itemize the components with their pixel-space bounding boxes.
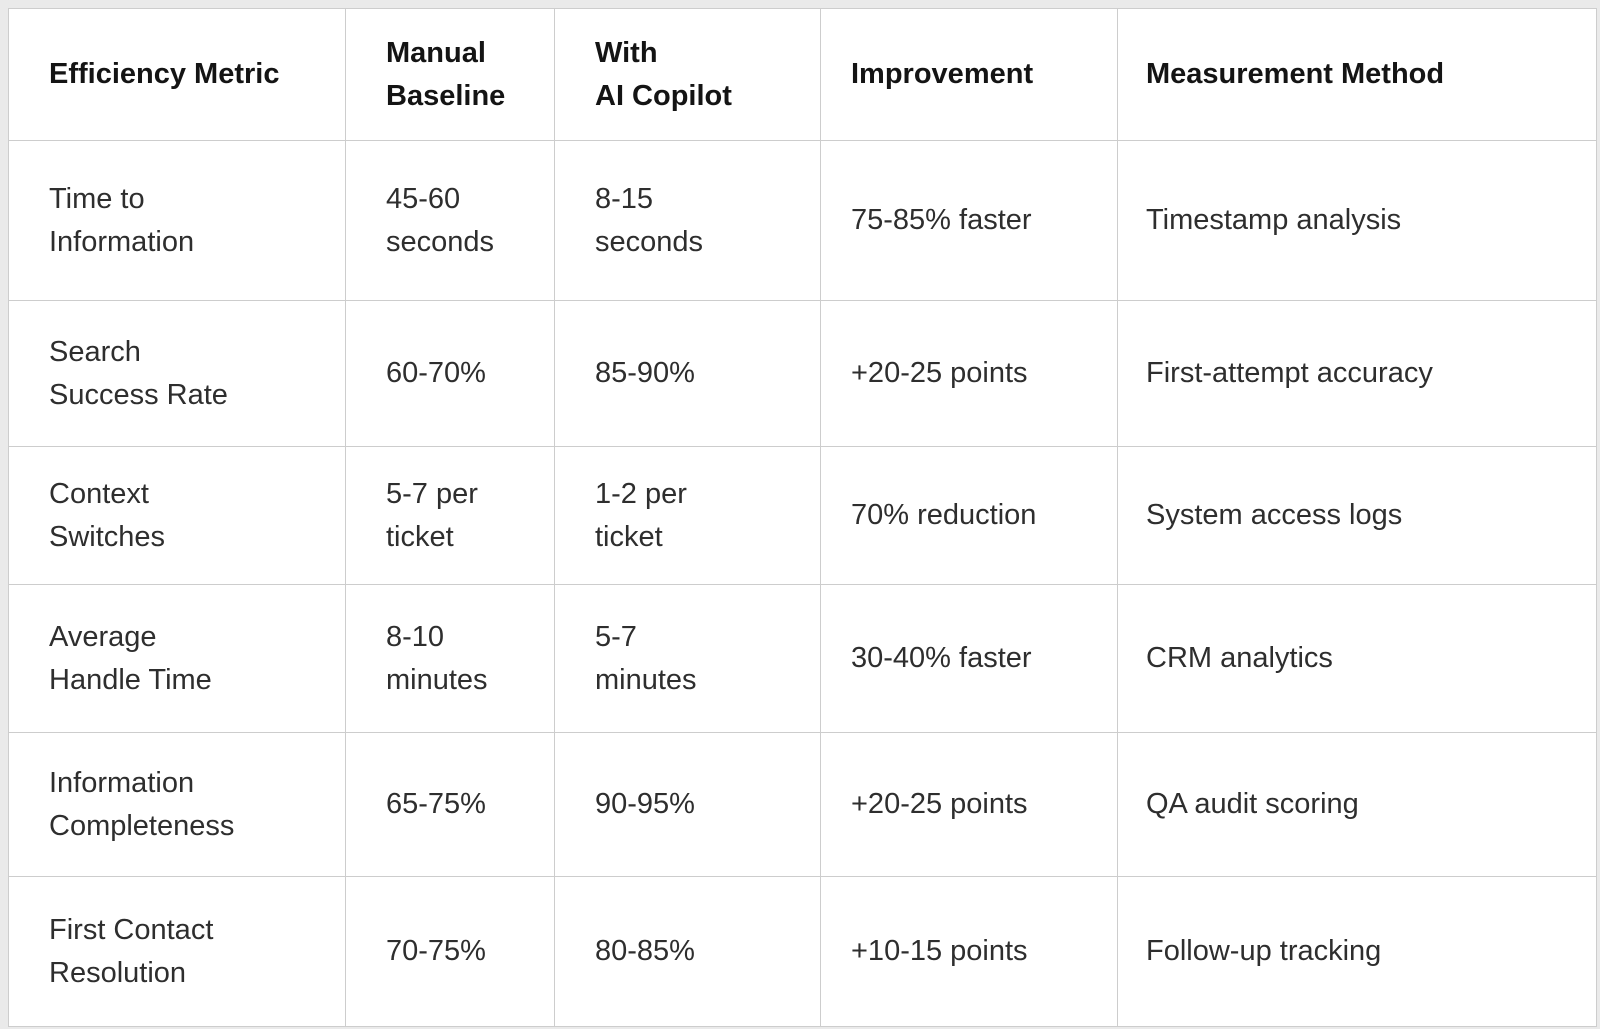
header-manual-baseline: Manual Baseline — [345, 8, 555, 141]
table-row: First Contact Resolution 70-75% 80-85% +… — [8, 876, 1597, 1027]
header-with-ai-copilot: With AI Copilot — [554, 8, 821, 141]
efficiency-metrics-table: Efficiency Metric Manual Baseline With A… — [8, 8, 1597, 1027]
cell-measurement-method: Follow-up tracking — [1117, 876, 1597, 1027]
cell-improvement: 70% reduction — [820, 446, 1118, 585]
cell-improvement: 30-40% faster — [820, 584, 1118, 733]
cell-metric-name: Time to Information — [8, 140, 346, 301]
cell-ai-copilot: 90-95% — [554, 732, 821, 877]
cell-metric-name: Average Handle Time — [8, 584, 346, 733]
cell-metric-name: Context Switches — [8, 446, 346, 585]
table-row: Information Completeness 65-75% 90-95% +… — [8, 732, 1597, 877]
cell-improvement: +10-15 points — [820, 876, 1118, 1027]
cell-ai-copilot: 8-15 seconds — [554, 140, 821, 301]
table-row: Average Handle Time 8-10 minutes 5-7 min… — [8, 584, 1597, 733]
table-row: Context Switches 5-7 per ticket 1-2 per … — [8, 446, 1597, 585]
cell-improvement: +20-25 points — [820, 300, 1118, 447]
cell-ai-copilot: 5-7 minutes — [554, 584, 821, 733]
table-row: Search Success Rate 60-70% 85-90% +20-25… — [8, 300, 1597, 447]
cell-measurement-method: QA audit scoring — [1117, 732, 1597, 877]
cell-improvement: 75-85% faster — [820, 140, 1118, 301]
cell-metric-name: Information Completeness — [8, 732, 346, 877]
header-efficiency-metric: Efficiency Metric — [8, 8, 346, 141]
cell-measurement-method: CRM analytics — [1117, 584, 1597, 733]
cell-manual-baseline: 45-60 seconds — [345, 140, 555, 301]
cell-manual-baseline: 8-10 minutes — [345, 584, 555, 733]
cell-manual-baseline: 65-75% — [345, 732, 555, 877]
cell-improvement: +20-25 points — [820, 732, 1118, 877]
header-improvement: Improvement — [820, 8, 1118, 141]
cell-measurement-method: First-attempt accuracy — [1117, 300, 1597, 447]
table-row: Time to Information 45-60 seconds 8-15 s… — [8, 140, 1597, 301]
cell-measurement-method: Timestamp analysis — [1117, 140, 1597, 301]
header-row: Efficiency Metric Manual Baseline With A… — [8, 8, 1597, 141]
cell-ai-copilot: 85-90% — [554, 300, 821, 447]
cell-measurement-method: System access logs — [1117, 446, 1597, 585]
cell-metric-name: Search Success Rate — [8, 300, 346, 447]
cell-ai-copilot: 1-2 per ticket — [554, 446, 821, 585]
cell-manual-baseline: 70-75% — [345, 876, 555, 1027]
cell-manual-baseline: 5-7 per ticket — [345, 446, 555, 585]
header-measurement-method: Measurement Method — [1117, 8, 1597, 141]
cell-ai-copilot: 80-85% — [554, 876, 821, 1027]
cell-metric-name: First Contact Resolution — [8, 876, 346, 1027]
cell-manual-baseline: 60-70% — [345, 300, 555, 447]
